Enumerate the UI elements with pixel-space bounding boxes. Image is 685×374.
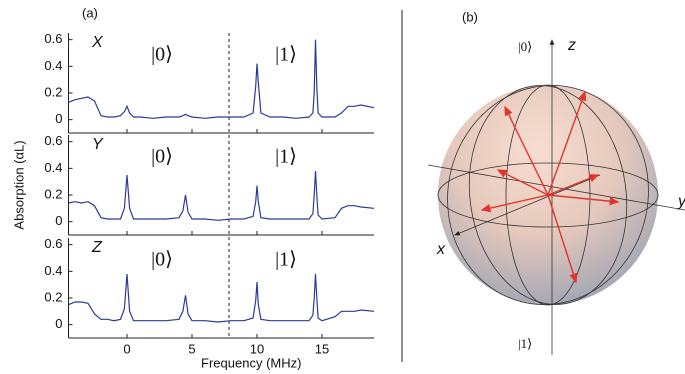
equator [437, 162, 659, 228]
x-axis [454, 174, 601, 236]
state-vector [547, 90, 587, 196]
ket-label: |0⟩ [151, 44, 173, 66]
state-vector [496, 169, 549, 196]
x-tick-label: 15 [315, 341, 329, 356]
y-tick-label: 0 [55, 213, 62, 228]
state-vector [547, 174, 600, 196]
y-tick-label: 0.6 [44, 133, 62, 148]
state-vector [547, 194, 620, 206]
state-label: |1⟩ [518, 336, 532, 351]
spectrum-line [68, 273, 375, 323]
y-tick-label: 0 [55, 316, 62, 331]
x-axis-label: Frequency (MHz) [201, 355, 301, 370]
panel-label: (b) [462, 9, 478, 24]
x-tick-label: 0 [123, 341, 130, 356]
y-tick-label: 0.4 [44, 58, 62, 73]
panel-tag: X [91, 34, 104, 51]
panel-tag: Z [91, 239, 103, 256]
axis-label: z [567, 37, 576, 54]
spectrum-line [68, 170, 375, 221]
y-tick-label: 0 [55, 111, 62, 126]
spectrum-line [68, 39, 375, 119]
meridian [447, 85, 649, 305]
y-tick-label: 0.2 [44, 84, 62, 99]
panel-label: (a) [82, 5, 98, 20]
y-tick-label: 0.6 [44, 31, 62, 46]
y-axis-label: Absorption (αL) [11, 140, 26, 229]
ket-label: |1⟩ [275, 146, 297, 168]
y-tick-label: 0.6 [44, 236, 62, 251]
bloch-sphere [427, 39, 685, 355]
x-tick-label: 5 [188, 341, 195, 356]
meridian [505, 84, 591, 306]
state-label: |0⟩ [518, 39, 532, 54]
y-tick-label: 0.4 [44, 160, 62, 175]
panel-tag: Y [92, 136, 104, 153]
ket-label: |1⟩ [275, 44, 297, 66]
y-tick-label: 0.2 [44, 289, 62, 304]
meridian [468, 85, 628, 305]
y-tick-label: 0.2 [44, 186, 62, 201]
ket-label: |0⟩ [151, 146, 173, 168]
state-vector [504, 105, 549, 196]
y-tick-label: 0.4 [44, 263, 62, 278]
axis-label: x [436, 241, 446, 258]
x-tick-label: 10 [250, 341, 264, 356]
ket-label: |1⟩ [275, 249, 297, 271]
ket-label: |0⟩ [151, 249, 173, 271]
state-vector [480, 194, 549, 213]
state-vector [547, 194, 578, 284]
axis-label: y [677, 193, 685, 210]
